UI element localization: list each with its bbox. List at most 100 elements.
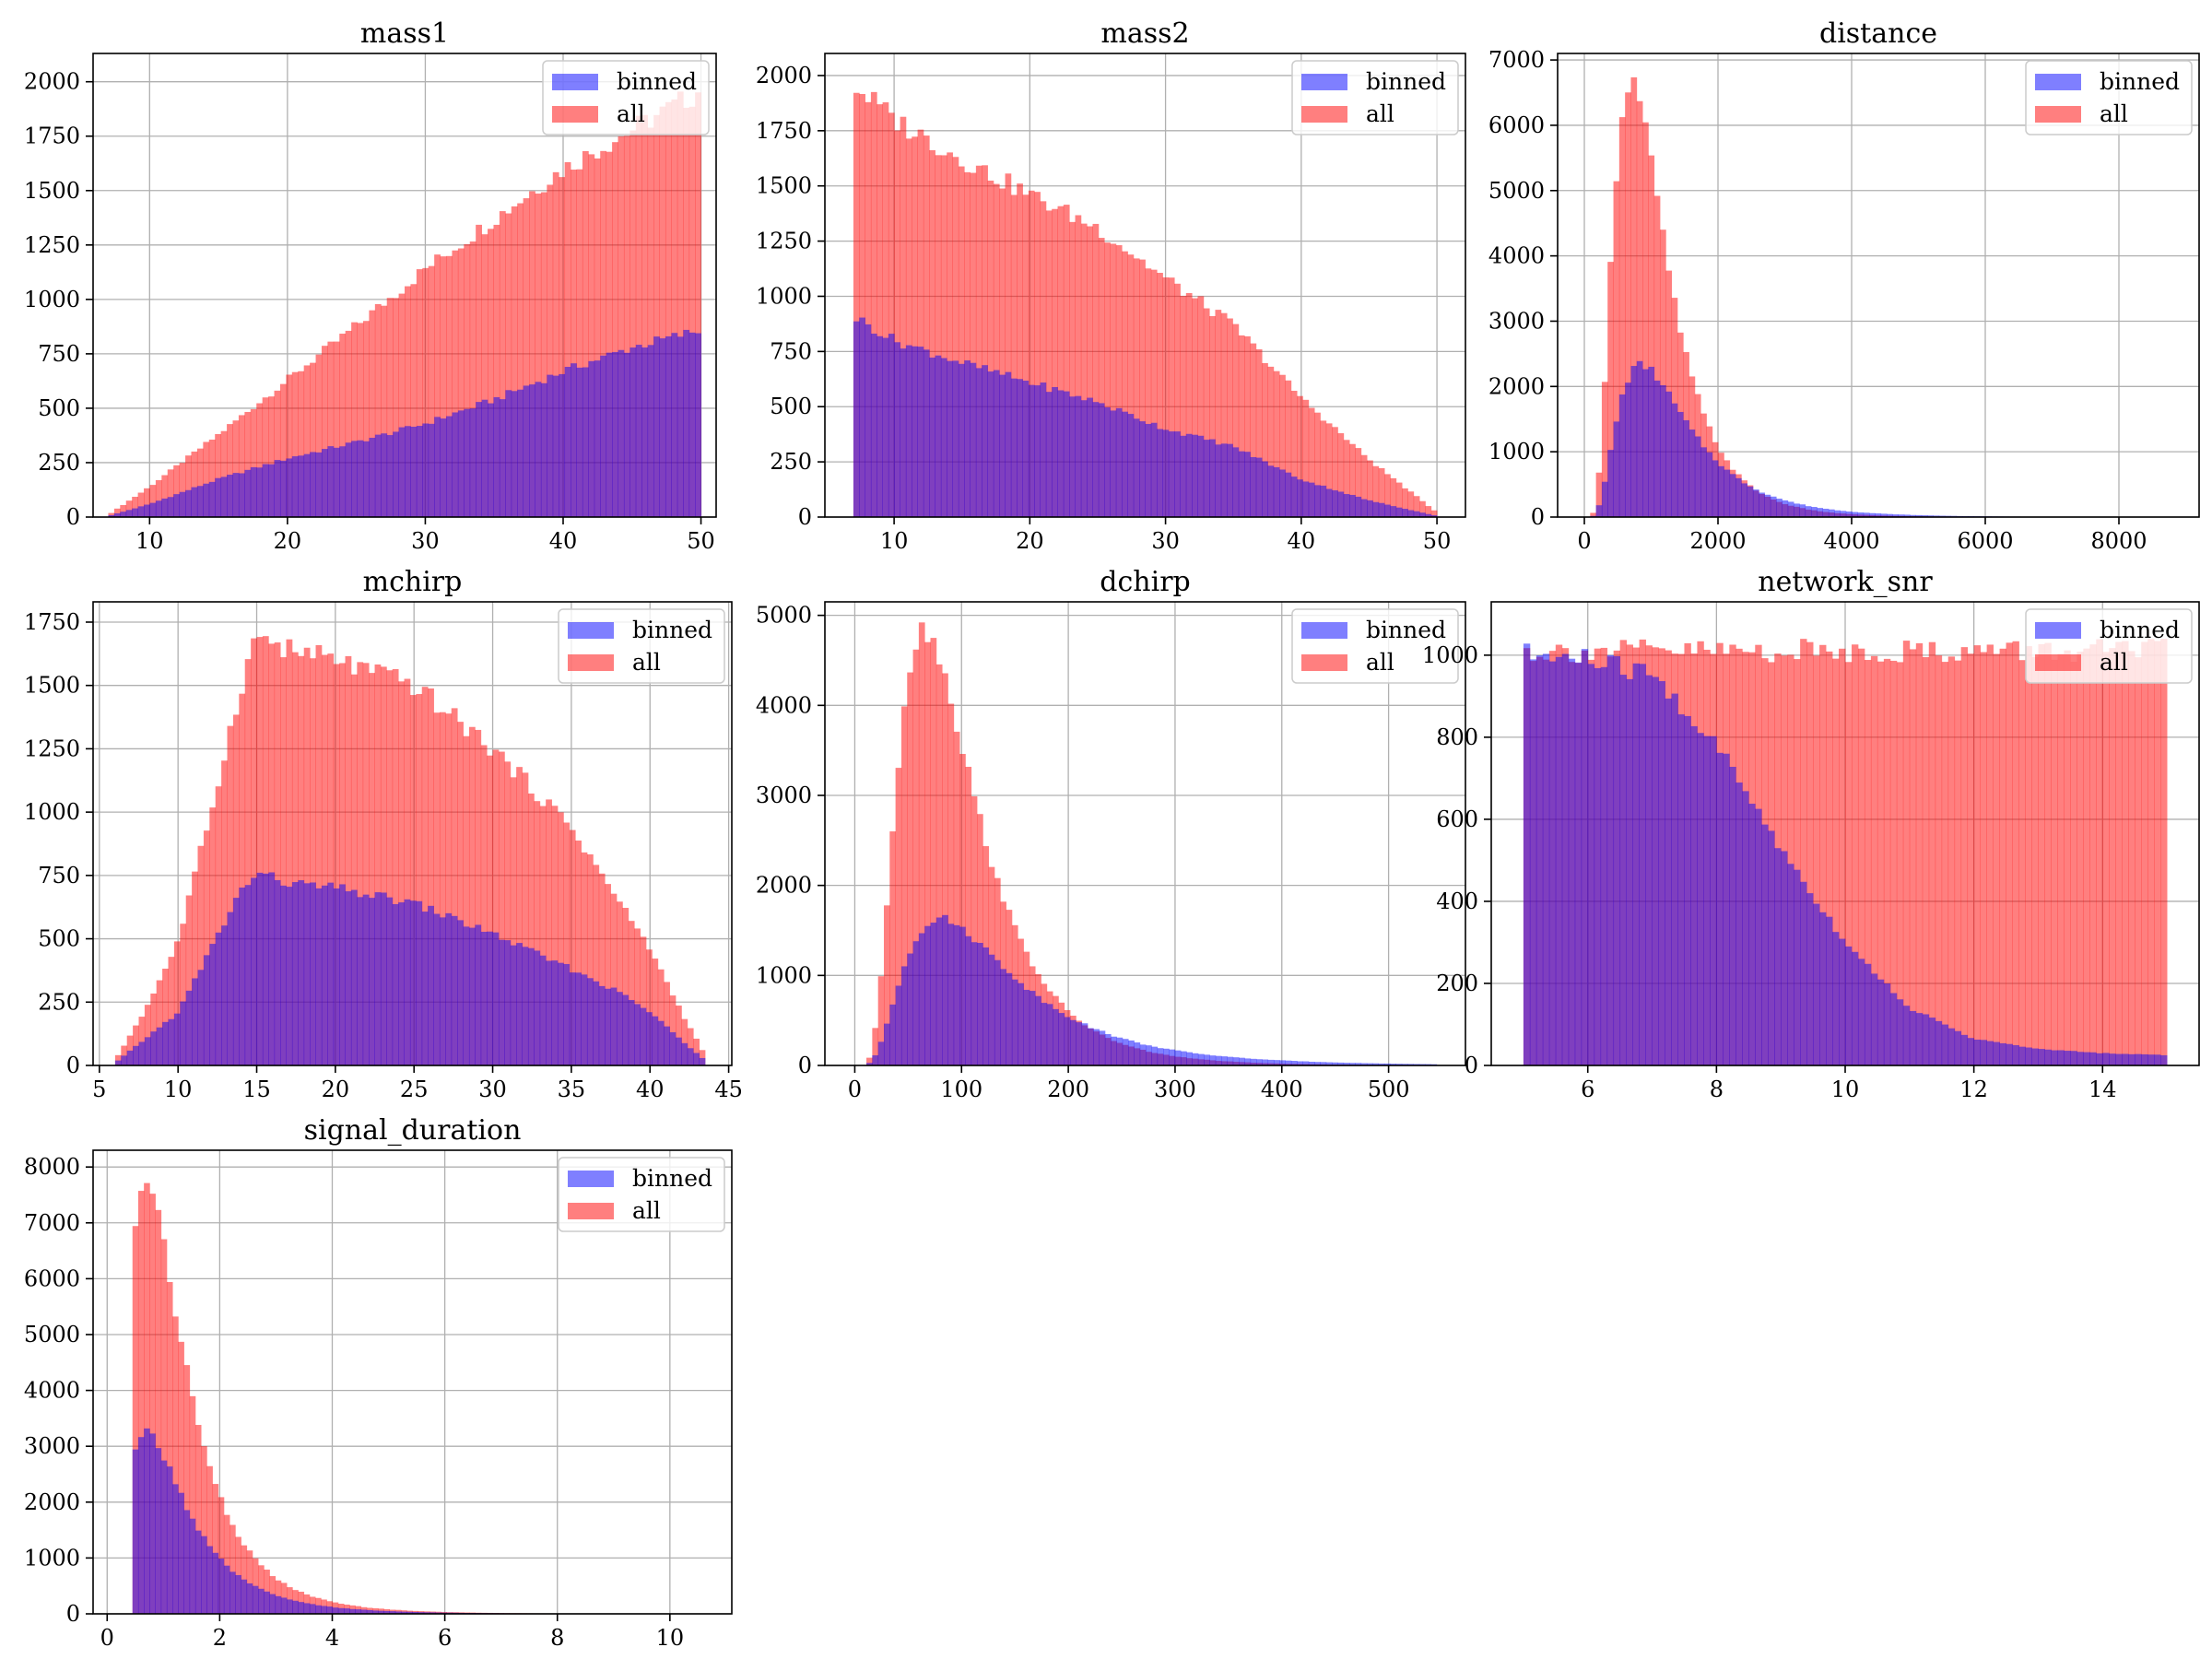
bar-all <box>239 693 246 1065</box>
bar-binned <box>1688 429 1696 517</box>
bar-binned <box>1157 429 1163 517</box>
bar-binned <box>640 1007 647 1065</box>
bar-all <box>918 622 925 1065</box>
bar-all <box>645 949 653 1065</box>
bar-all <box>693 1038 700 1065</box>
bar-all <box>428 688 434 1065</box>
bar-all <box>2070 661 2077 1065</box>
bar-all <box>126 1035 134 1065</box>
bar-binned <box>1367 500 1373 517</box>
bar-binned <box>1742 791 1749 1065</box>
bar-binned <box>1922 1014 1930 1065</box>
bar-binned <box>268 872 276 1065</box>
bar-binned <box>1279 469 1286 517</box>
bar-all <box>327 341 335 517</box>
bar-binned <box>1174 431 1181 517</box>
bar-all <box>1349 443 1356 517</box>
bar-binned <box>492 932 500 1065</box>
bar-binned <box>882 337 889 517</box>
bar-binned <box>121 1055 128 1065</box>
bar-binned <box>1011 979 1018 1065</box>
bar-binned <box>262 464 269 517</box>
x-tick-label: 400 <box>1261 1077 1303 1102</box>
bar-binned <box>930 923 937 1065</box>
bar-binned <box>1813 903 1820 1065</box>
bar-binned <box>623 352 630 517</box>
x-tick-label: 6 <box>1581 1077 1594 1102</box>
bar-binned <box>953 924 960 1065</box>
bar-all <box>699 1050 706 1065</box>
bar-binned <box>629 347 637 517</box>
chart-title: distance <box>1819 18 1937 50</box>
bar-all <box>1832 658 1840 1065</box>
bar-binned <box>251 877 257 1065</box>
bar-all <box>498 751 505 1065</box>
bar-all <box>982 165 988 518</box>
bar-all <box>889 831 897 1065</box>
bar-binned <box>1921 515 1928 517</box>
bar-binned <box>137 1437 145 1614</box>
bar-binned <box>421 912 429 1065</box>
bar-binned <box>1209 1055 1217 1065</box>
bar-all <box>1618 117 1626 518</box>
bar-binned <box>1857 512 1865 517</box>
bar-all <box>695 92 701 518</box>
bar-binned <box>2070 1051 2077 1065</box>
bar-binned <box>412 1611 419 1614</box>
x-tick-label: 8 <box>550 1625 564 1651</box>
bar-all <box>999 188 1006 517</box>
bar-binned <box>559 373 566 517</box>
bar-binned <box>196 486 204 517</box>
bar-binned <box>1325 1062 1333 1065</box>
bar-binned <box>149 1433 156 1614</box>
x-tick-label: 40 <box>636 1077 665 1102</box>
bar-binned <box>1139 1044 1147 1065</box>
bar-binned <box>321 449 328 517</box>
bar-all <box>907 672 913 1065</box>
bar-binned <box>907 953 913 1065</box>
bar-binned <box>1040 382 1047 517</box>
bar-all <box>345 330 352 517</box>
bar-all <box>905 138 912 518</box>
x-tick-label: 30 <box>478 1077 507 1102</box>
x-tick-label: 20 <box>322 1077 350 1102</box>
histogram-panel-signal-duration: 0 2 4 6 8 10 0 1000 2000 3000 4000 5000 6000 7000 8000… <box>24 1114 733 1651</box>
bar-all <box>2018 660 2026 1065</box>
bar-binned <box>641 347 649 517</box>
bar-binned <box>1092 402 1100 517</box>
bar-binned <box>144 504 150 517</box>
bar-all <box>357 662 364 1065</box>
bar-all <box>2102 652 2110 1065</box>
bar-all <box>161 475 169 517</box>
bar-all <box>1372 465 1380 517</box>
bar-binned <box>1665 698 1672 1065</box>
bar-binned <box>1239 1057 1245 1065</box>
bar-binned <box>900 348 907 517</box>
bar-binned <box>687 1048 694 1065</box>
legend-swatch-binned <box>1301 622 1347 639</box>
bar-binned <box>1770 496 1777 517</box>
legend-swatch-binned <box>552 74 598 90</box>
bar-all <box>1384 474 1391 517</box>
bar-binned <box>1244 452 1251 517</box>
bar-binned <box>1093 1029 1100 1065</box>
bar-binned <box>394 1611 402 1614</box>
histogram-panel-mass1: 10 20 30 40 50025050075010001250150017502000… <box>24 18 717 554</box>
bar-all <box>1045 210 1053 517</box>
x-tick-label: 6 <box>438 1625 452 1651</box>
bar-all <box>215 786 222 1065</box>
bar-all <box>629 130 637 518</box>
bar-binned <box>1099 1030 1106 1065</box>
bar-binned <box>113 512 121 517</box>
bar-binned <box>1227 443 1233 517</box>
bar-binned <box>383 1610 391 1614</box>
legend-label-binned: binned <box>617 68 697 95</box>
bar-binned <box>327 446 335 517</box>
bar-all <box>2141 641 2148 1065</box>
bar-binned <box>929 357 935 517</box>
bar-binned <box>1069 396 1076 517</box>
bar-all <box>321 346 328 517</box>
bar-binned <box>2102 1053 2110 1065</box>
bar-all <box>262 636 269 1065</box>
bar-binned <box>487 931 493 1065</box>
